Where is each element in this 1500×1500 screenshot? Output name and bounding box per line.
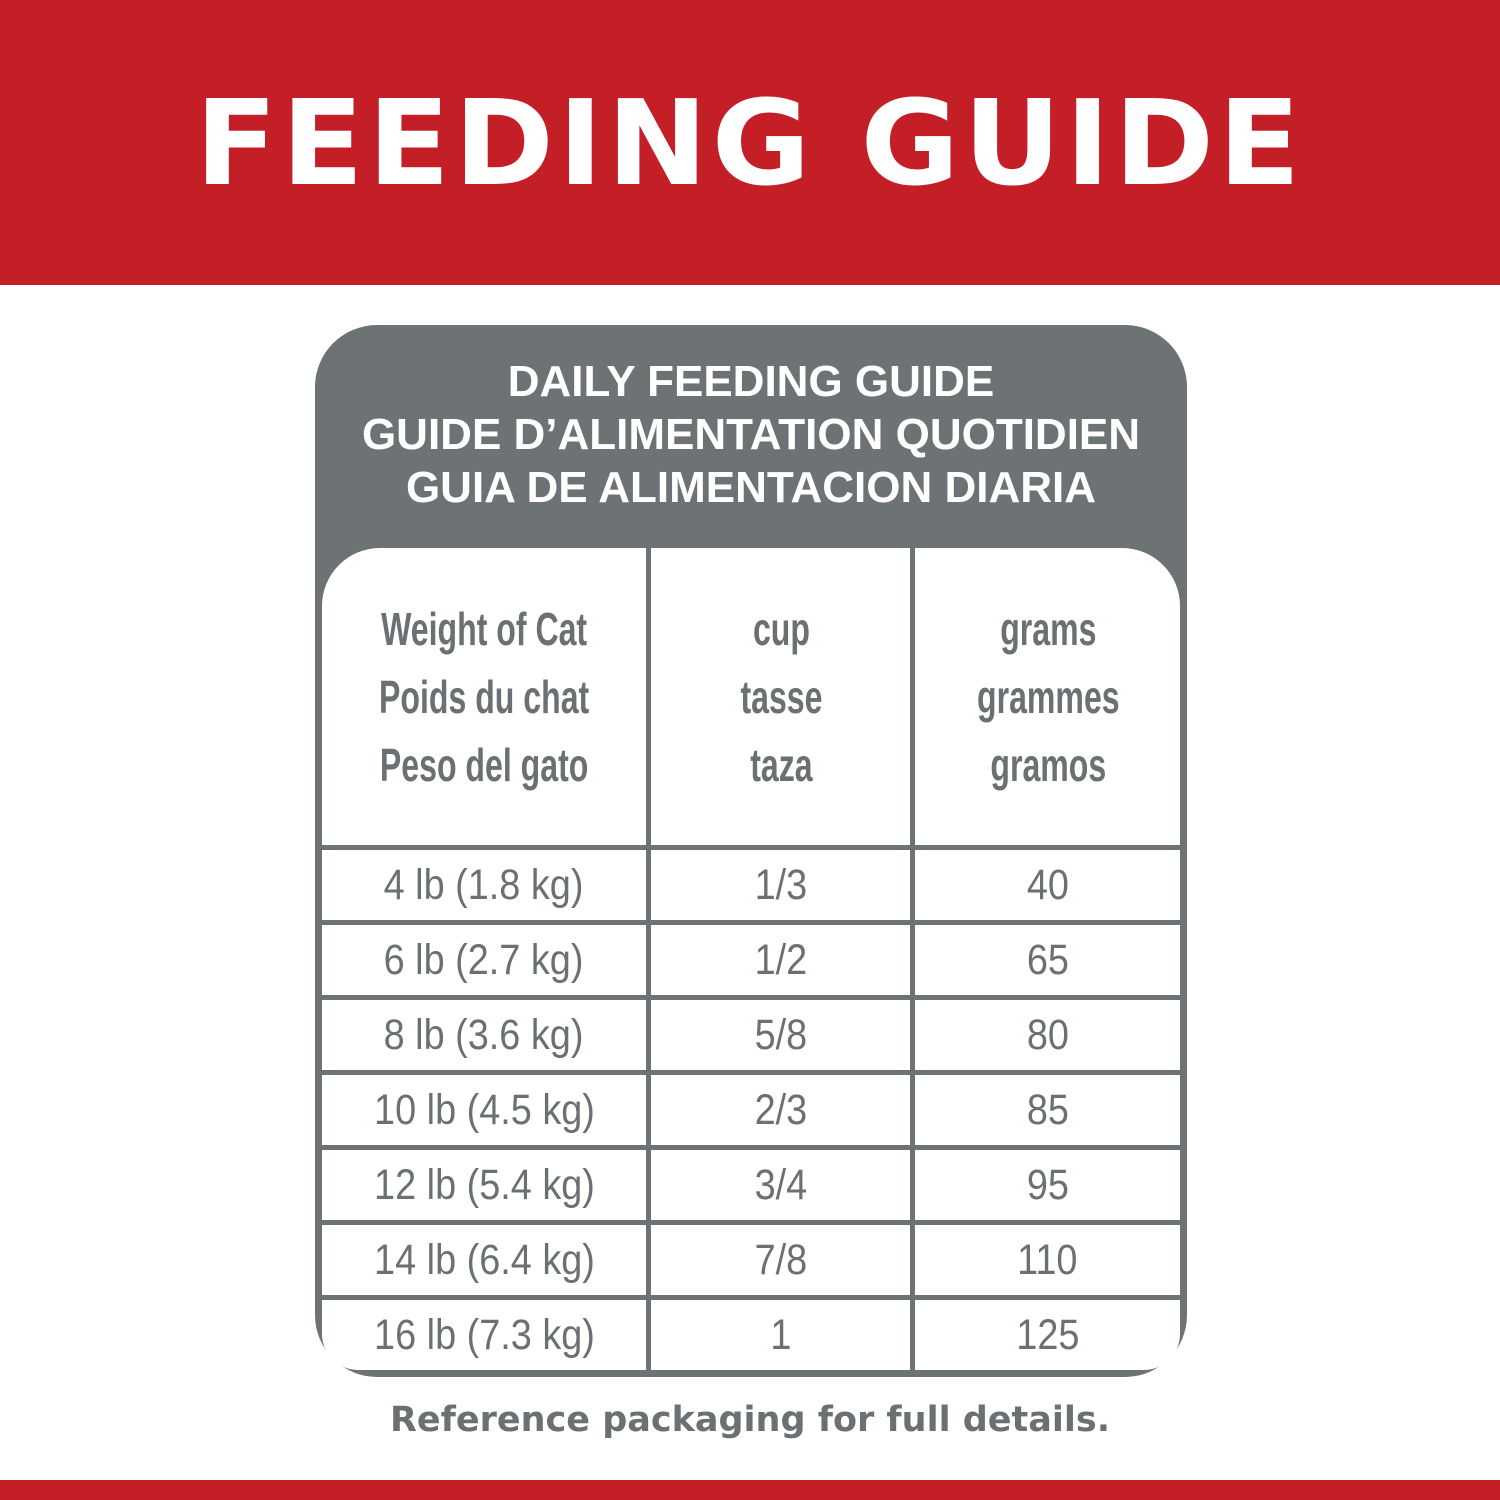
cell-cup: 1/2: [646, 920, 913, 998]
cell-cup-text: 1/2: [754, 935, 807, 984]
cell-cup-text: 1/3: [754, 860, 807, 909]
header-line: tasse: [739, 670, 822, 723]
cell-cup-text: 5/8: [754, 1010, 807, 1059]
cell-cup-text: 1: [769, 1310, 792, 1359]
cell-cup: 2/3: [646, 1070, 913, 1148]
header-line: Poids du chat: [379, 670, 590, 723]
cell-weight-text: 12 lb (5.4 kg): [373, 1160, 595, 1209]
header-grams: grams grammes gramos: [923, 548, 1167, 848]
feeding-table-container: Weight of Cat Poids du chat Peso del gat…: [322, 548, 1180, 1370]
table-row: 4 lb (1.8 kg) 1/3 40: [322, 845, 1180, 923]
cell-grams-text: 125: [1015, 1310, 1080, 1359]
table-row: 12 lb (5.4 kg) 3/4 95: [322, 1145, 1180, 1223]
cell-weight: 12 lb (5.4 kg): [322, 1145, 649, 1223]
cell-cup-text: 2/3: [754, 1085, 807, 1134]
header-line: cup: [752, 602, 809, 655]
table-row: 16 lb (7.3 kg) 1 125: [322, 1295, 1180, 1370]
header-line: taza: [749, 738, 812, 791]
cell-grams: 85: [910, 1070, 1180, 1148]
cell-grams: 110: [910, 1220, 1180, 1298]
card-title-fr: GUIDE D’ALIMENTATION QUOTIDIEN: [361, 410, 1141, 459]
cell-grams-text: 110: [1017, 1235, 1078, 1284]
cell-weight: 10 lb (4.5 kg): [322, 1070, 649, 1148]
bottom-band: [0, 1480, 1500, 1500]
feeding-table: Weight of Cat Poids du chat Peso del gat…: [322, 548, 1180, 1370]
cell-weight: 4 lb (1.8 kg): [322, 845, 649, 923]
cell-cup: 7/8: [646, 1220, 913, 1298]
cell-weight-text: 4 lb (1.8 kg): [384, 860, 584, 909]
card-title-es: GUIA DE ALIMENTACION DIARIA: [405, 463, 1097, 512]
table-row: 8 lb (3.6 kg) 5/8 80: [322, 995, 1180, 1073]
cell-cup-text: 3/4: [754, 1160, 807, 1209]
cell-grams: 65: [910, 920, 1180, 998]
cell-weight-text: 10 lb (4.5 kg): [373, 1085, 595, 1134]
cell-weight: 16 lb (7.3 kg): [322, 1295, 649, 1370]
cell-grams: 40: [910, 845, 1180, 923]
banner-title: FEEDING GUIDE: [195, 73, 1305, 212]
header-cup: cup tasse taza: [659, 548, 900, 848]
table-row: 10 lb (4.5 kg) 2/3 85: [322, 1070, 1180, 1148]
table-row: 6 lb (2.7 kg) 1/2 65: [322, 920, 1180, 998]
footer-note: Reference packaging for full details.: [389, 1400, 1111, 1440]
cell-grams-text: 85: [1026, 1085, 1069, 1134]
card-title-en: DAILY FEEDING GUIDE: [507, 357, 995, 406]
cell-grams-text: 40: [1026, 860, 1069, 909]
cell-weight: 8 lb (3.6 kg): [322, 995, 649, 1073]
cell-grams: 80: [910, 995, 1180, 1073]
card-title: DAILY FEEDING GUIDE GUIDE D’ALIMENTATION…: [315, 355, 1187, 514]
cell-grams: 95: [910, 1145, 1180, 1223]
cell-grams: 125: [910, 1295, 1180, 1370]
cell-cup: 1/3: [646, 845, 913, 923]
cell-weight-text: 8 lb (3.6 kg): [384, 1010, 584, 1059]
cell-grams-text: 80: [1026, 1010, 1069, 1059]
feeding-guide-card: DAILY FEEDING GUIDE GUIDE D’ALIMENTATION…: [315, 325, 1187, 1377]
header-weight: Weight of Cat Poids du chat Peso del gat…: [338, 548, 632, 848]
cell-weight-text: 6 lb (2.7 kg): [384, 935, 584, 984]
cell-weight: 14 lb (6.4 kg): [322, 1220, 649, 1298]
header-line: Peso del gato: [379, 738, 589, 791]
cell-cup: 1: [646, 1295, 913, 1370]
title-banner: FEEDING GUIDE: [0, 0, 1500, 285]
header-line: grams: [999, 602, 1096, 655]
cell-weight: 6 lb (2.7 kg): [322, 920, 649, 998]
header-line: grammes: [976, 670, 1119, 723]
cell-grams-text: 95: [1026, 1160, 1069, 1209]
header-line: Weight of Cat: [381, 602, 588, 655]
cell-cup: 5/8: [646, 995, 913, 1073]
table-row: 14 lb (6.4 kg) 7/8 110: [322, 1220, 1180, 1298]
cell-cup: 3/4: [646, 1145, 913, 1223]
cell-grams-text: 65: [1026, 935, 1069, 984]
cell-cup-text: 7/8: [754, 1235, 807, 1284]
cell-weight-text: 14 lb (6.4 kg): [373, 1235, 595, 1284]
header-line: gramos: [989, 738, 1106, 791]
table-header-row: Weight of Cat Poids du chat Peso del gat…: [322, 548, 1180, 848]
cell-weight-text: 16 lb (7.3 kg): [373, 1310, 595, 1359]
